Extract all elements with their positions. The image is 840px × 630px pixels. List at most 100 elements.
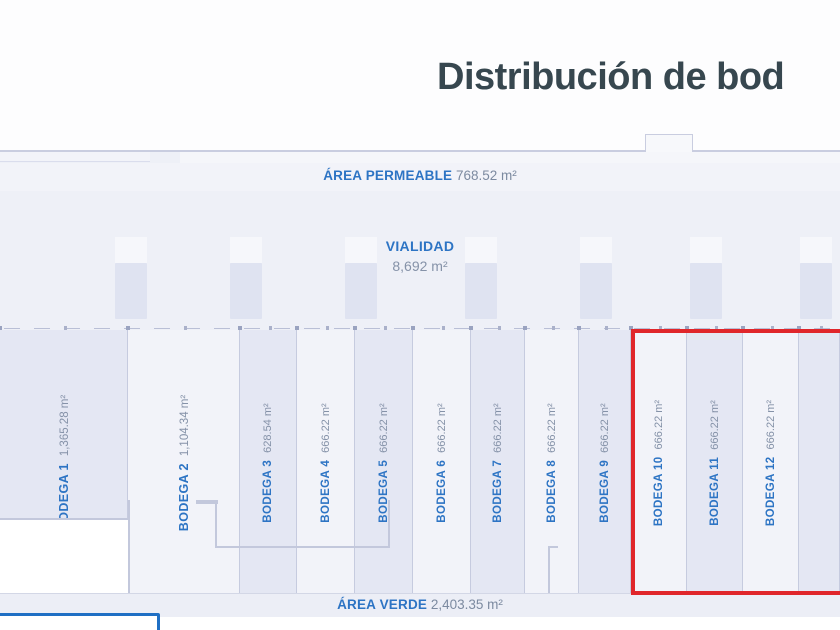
warehouse-area: 666.22 m² xyxy=(652,399,665,449)
dimension-midpoint-marker xyxy=(771,326,774,330)
warehouse-area: 666.22 m² xyxy=(545,402,558,453)
dimension-tick xyxy=(424,328,440,329)
warehouse-name: BODEGA 7 xyxy=(491,459,504,523)
dimension-marker xyxy=(469,326,473,331)
dimension-tick xyxy=(454,328,470,329)
dimension-midpoint-marker xyxy=(442,326,445,330)
permeable-area-name: ÁREA PERMEABLE xyxy=(323,168,453,183)
dimension-tick xyxy=(364,328,380,329)
dimension-tick xyxy=(604,328,620,329)
green-area-value: 2,403.35 m² xyxy=(430,597,503,612)
dimension-midpoint-marker xyxy=(384,326,387,330)
dimension-midpoint-marker xyxy=(326,326,329,330)
warehouse-unit-6[interactable]: BODEGA 6 666.22 m² xyxy=(413,330,471,595)
warehouse-unit-2[interactable]: BODEGA 2 1,104.34 m² xyxy=(128,330,240,595)
dimension-tick xyxy=(124,328,140,329)
legend-callout-box[interactable] xyxy=(0,613,160,630)
warehouse-area: 666.22 m² xyxy=(598,402,611,453)
roadway-value: 8,692 m² xyxy=(392,258,448,274)
dimension-marker xyxy=(126,326,130,331)
dimension-tick xyxy=(484,328,500,329)
plan-wall-segment xyxy=(215,500,217,546)
warehouse-unit-7[interactable]: BODEGA 7 666.22 m² xyxy=(471,330,525,595)
plan-wall-segment xyxy=(0,518,130,520)
parking-block-cap-2 xyxy=(230,237,262,263)
warehouse-area: 666.22 m² xyxy=(764,399,777,449)
page-bottom-fill xyxy=(0,617,840,630)
dimension-tick xyxy=(754,328,770,329)
roadway-zone xyxy=(0,191,840,324)
dimension-tick xyxy=(634,328,650,329)
plan-wall-segment xyxy=(215,546,390,548)
green-area-label: ÁREA VERDE 2,403.35 m² xyxy=(0,597,840,612)
warehouse-unit-5[interactable]: BODEGA 5 666.22 m² xyxy=(355,330,413,595)
warehouse-unit-10[interactable]: BODEGA 10 666.22 m² xyxy=(631,330,687,595)
dimension-tick xyxy=(94,328,110,329)
warehouse-area: 666.22 m² xyxy=(319,402,332,453)
dimension-tick xyxy=(34,328,50,329)
parking-block-cap-6 xyxy=(690,237,722,263)
dimension-tick xyxy=(394,328,410,329)
warehouse-area: 1,365.28 m² xyxy=(58,394,71,456)
building-protrusion xyxy=(645,134,693,153)
warehouse-unit-8[interactable]: BODEGA 8 666.22 m² xyxy=(525,330,579,595)
plan-wall-segment xyxy=(196,500,218,504)
warehouse-name: BODEGA 4 xyxy=(319,459,332,523)
warehouse-unit-3[interactable]: BODEGA 3 628.54 m² xyxy=(240,330,297,595)
warehouse-name: BODEGA 11 xyxy=(708,456,721,526)
dimension-midpoint-marker xyxy=(605,326,608,330)
roadway-label: VIALIDAD 8,692 m² xyxy=(0,238,840,274)
roadway-name: VIALIDAD xyxy=(385,238,455,254)
dimension-tick xyxy=(244,328,260,329)
warehouse-area: 628.54 m² xyxy=(262,402,274,453)
permeable-area-band xyxy=(0,163,840,191)
parking-block-cap-7 xyxy=(800,237,832,263)
warehouse-name: BODEGA 12 xyxy=(764,455,777,526)
dimension-marker xyxy=(577,326,581,331)
warehouse-area: 1,104.34 m² xyxy=(178,394,191,456)
dimension-tick xyxy=(214,328,230,329)
dimension-midpoint-marker xyxy=(715,326,718,330)
warehouse-area: 666.22 m² xyxy=(377,402,390,453)
warehouse-unit-11[interactable]: BODEGA 11 666.22 m² xyxy=(687,330,743,595)
parking-block-4 xyxy=(465,263,497,319)
warehouse-unit-9[interactable]: BODEGA 9 666.22 m² xyxy=(579,330,631,595)
dimension-marker xyxy=(741,326,745,331)
plan-wall-segment xyxy=(128,518,130,598)
warehouse-area: 666.22 m² xyxy=(708,399,721,450)
warehouse-name: BODEGA 6 xyxy=(435,459,448,523)
dimension-marker xyxy=(629,326,633,331)
permeable-area-label: ÁREA PERMEABLE 768.52 m² xyxy=(0,168,840,183)
dimension-marker xyxy=(353,326,357,331)
dimension-marker xyxy=(295,326,299,331)
parking-block-cap-3 xyxy=(345,237,377,263)
permeable-area-value: 768.52 m² xyxy=(456,168,517,183)
parking-block-cap-4 xyxy=(465,237,497,263)
parking-block-3 xyxy=(345,263,377,319)
dimension-tick xyxy=(724,328,740,329)
parking-block-cap-5 xyxy=(580,237,612,263)
warehouse-band: BODEGA 1 1,365.28 m² BODEGA 2 1,104.34 m² BO… xyxy=(0,330,840,595)
dimension-marker xyxy=(0,326,2,331)
warehouse-name: BODEGA 9 xyxy=(598,459,611,523)
lower-left-outline xyxy=(0,500,558,598)
dimension-marker xyxy=(411,326,415,331)
dimension-tick xyxy=(304,328,320,329)
dimension-midpoint-marker xyxy=(184,326,187,330)
warehouse-unit-4[interactable]: BODEGA 4 666.22 m² xyxy=(297,330,355,595)
plan-cutout-lower-left xyxy=(0,518,128,598)
warehouse-unit-12[interactable]: BODEGA 12 666.22 m² xyxy=(743,330,799,595)
dimension-midpoint-marker xyxy=(659,326,662,330)
warehouse-unit-partial[interactable] xyxy=(799,330,840,595)
plan-wall-segment xyxy=(548,546,550,598)
warehouse-name: BODEGA 8 xyxy=(545,459,558,523)
parking-block-cap-1 xyxy=(115,237,147,263)
plan-wall-segment xyxy=(548,546,558,548)
parking-block-2 xyxy=(230,263,262,319)
dimension-midpoint-marker xyxy=(498,326,501,330)
plan-wall-segment xyxy=(388,500,390,548)
dimension-marker xyxy=(523,326,527,331)
dimension-tick xyxy=(154,328,170,329)
dimension-tick xyxy=(334,328,350,329)
warehouse-area: 666.22 m² xyxy=(435,402,448,453)
